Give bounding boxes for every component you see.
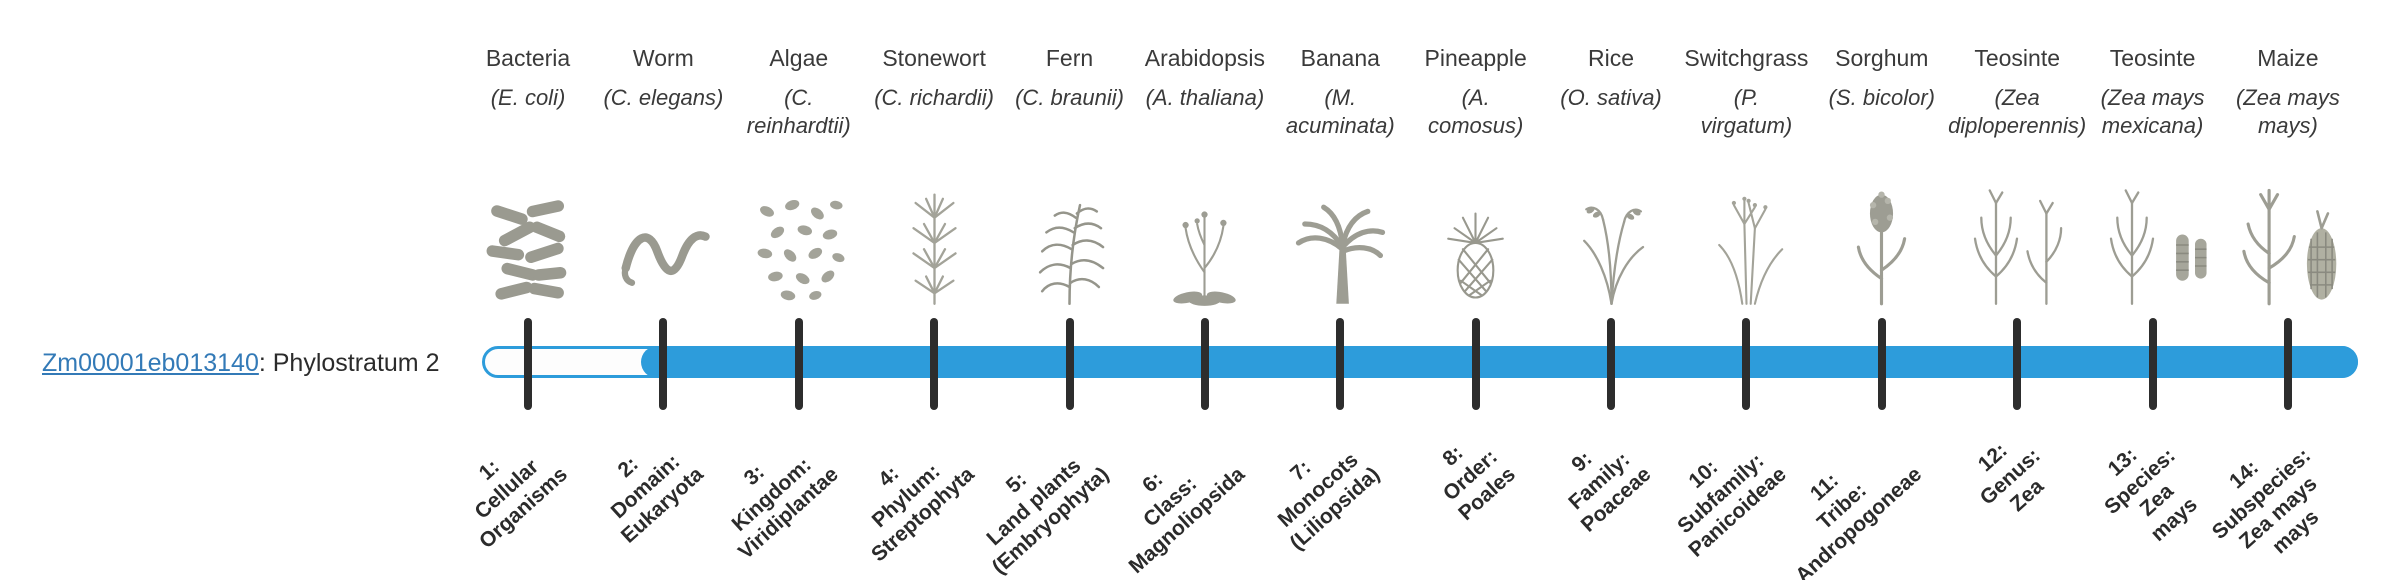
organism-scientific-name: (A. comosus): [1427, 85, 1524, 138]
organism-scientific-name: (Zea mays mays): [2235, 85, 2340, 138]
organism-scientific-name: (S. bicolor): [1828, 85, 1935, 110]
organism-scientific-name: (Zea mays mexicana): [2100, 85, 2205, 138]
pineapple-icon: [1376, 160, 1576, 308]
organism-scientific-name: (C. richardii): [874, 85, 995, 110]
stratum-tick: [1877, 318, 1886, 410]
organism-common-name: Maize: [2257, 45, 2319, 71]
bacteria-icon: [428, 160, 628, 308]
organism-common-name: Worm: [632, 45, 694, 71]
stratum-tick: [930, 318, 939, 410]
organism-column: Algae (C. reinhardtii): [699, 45, 899, 308]
stratum-tick: [2148, 318, 2157, 410]
organism-common-name: Banana: [1300, 45, 1380, 71]
stratum-tick: [659, 318, 668, 410]
stratum-tick: [2283, 318, 2292, 410]
organism-common-name: Bacteria: [485, 45, 571, 71]
organism-scientific-name: (C. braunii): [1015, 85, 1124, 110]
stratum-label: 8: Order: Poales: [1438, 441, 1520, 526]
stratum-tick: [1200, 318, 1209, 410]
maize-icon: [2188, 160, 2388, 308]
organism-scientific-name: (O. sativa): [1560, 85, 1662, 110]
organism-column: Fern (C. braunii): [970, 45, 1170, 308]
organism-column: Maize (Zea mays mays): [2188, 45, 2388, 308]
organism-scientific-name: (C. elegans): [603, 85, 724, 110]
organism-column: Stonewort (C. richardii): [834, 45, 1034, 308]
algae-icon: [699, 160, 899, 308]
arabidopsis-icon: [1105, 160, 1305, 308]
stratum-label: 3: Kingdom: Viridiplantae: [727, 453, 844, 564]
stratum-label: 4: Phylum: Streptophyta: [866, 459, 979, 567]
stratum-tick: [1065, 318, 1074, 410]
organism-common-name: Rice: [1588, 45, 1635, 71]
organism-column: Teosinte (Zea diploperennis): [1917, 45, 2117, 308]
organism-common-name: Sorghum: [1835, 45, 1929, 71]
worm-icon: [563, 160, 763, 308]
organism-common-name: Arabidopsis: [1144, 45, 1265, 71]
stratum-tick: [524, 318, 532, 410]
stratum-tick: [1742, 318, 1751, 410]
stratum-label: 2: Domain: Eukaryota: [606, 449, 708, 548]
phylostrata-bar-fill: [641, 346, 2358, 378]
organism-common-name: Teosinte: [1974, 45, 2060, 71]
stratum-label: 11: Tribe: Andropogoneae: [1791, 462, 1927, 580]
organism-scientific-name: (P. virgatum): [1700, 85, 1793, 138]
organism-common-name: Switchgrass: [1684, 45, 1809, 71]
sorghum-icon: [1782, 160, 1982, 308]
organism-common-name: Pineapple: [1424, 45, 1527, 71]
fern-icon: [970, 160, 1170, 308]
organism-column: Worm (C. elegans): [563, 45, 763, 308]
organism-scientific-name: (C. reinhardtii): [746, 85, 851, 138]
organism-column: Rice (O. sativa): [1511, 45, 1711, 308]
banana-icon: [1240, 160, 1440, 308]
organism-column: Teosinte (Zea mays mexicana): [2053, 45, 2253, 308]
stratum-label: 14: Subspecies: Zea mays mays: [2207, 443, 2324, 559]
stratum-label: 9: Family: Poaceae: [1563, 447, 1656, 537]
organism-common-name: Fern: [1045, 45, 1094, 71]
stratum-tick: [1607, 318, 1616, 410]
switchgrass-icon: [1646, 160, 1846, 308]
teosinte-icon: [1917, 160, 2117, 308]
organism-scientific-name: (M. acuminata): [1285, 85, 1395, 138]
stratum-label: 1: Cellular Organisms: [470, 454, 573, 554]
organism-scientific-name: (A. thaliana): [1145, 85, 1265, 110]
organism-common-name: Teosinte: [2109, 45, 2196, 71]
stratum-tick: [1471, 318, 1480, 410]
gene-id-link[interactable]: Zm00001eb013140: [42, 349, 259, 377]
rice-icon: [1511, 160, 1711, 308]
teosinte-ear-icon: [2053, 160, 2253, 308]
organism-column: Switchgrass (P. virgatum): [1646, 45, 1846, 308]
gene-label: Zm00001eb013140: Phylostratum 2: [42, 349, 440, 378]
stratum-label: 12: Genus: Zea: [1973, 438, 2049, 517]
organism-scientific-name: (Zea diploperennis): [1948, 85, 2087, 138]
gene-phylostratum-text: : Phylostratum 2: [258, 349, 440, 377]
organism-column: Arabidopsis (A. thaliana): [1105, 45, 1305, 308]
stratum-label: 6: Class: Magnoliopsida: [1124, 462, 1250, 579]
organism-column: Sorghum (S. bicolor): [1782, 45, 1982, 308]
organism-column: Bacteria (E. coli): [428, 45, 628, 308]
organism-common-name: Stonewort: [882, 45, 986, 71]
stratum-tick: [1336, 318, 1345, 410]
stratum-label: 5: Land plants (Embryophyta): [982, 453, 1114, 580]
organism-scientific-name: (E. coli): [490, 85, 566, 110]
stratum-label: 7: Monocots (Liliopsida): [1273, 448, 1385, 555]
stratum-tick: [2013, 318, 2022, 410]
stonewort-icon: [834, 160, 1034, 308]
stratum-label: 13: Species: Zea mays: [2100, 443, 2202, 546]
stratum-tick: [794, 318, 803, 410]
organism-column: Pineapple (A. comosus): [1376, 45, 1576, 308]
organism-column: Banana (M. acuminata): [1240, 45, 1440, 308]
organism-common-name: Algae: [769, 45, 829, 71]
